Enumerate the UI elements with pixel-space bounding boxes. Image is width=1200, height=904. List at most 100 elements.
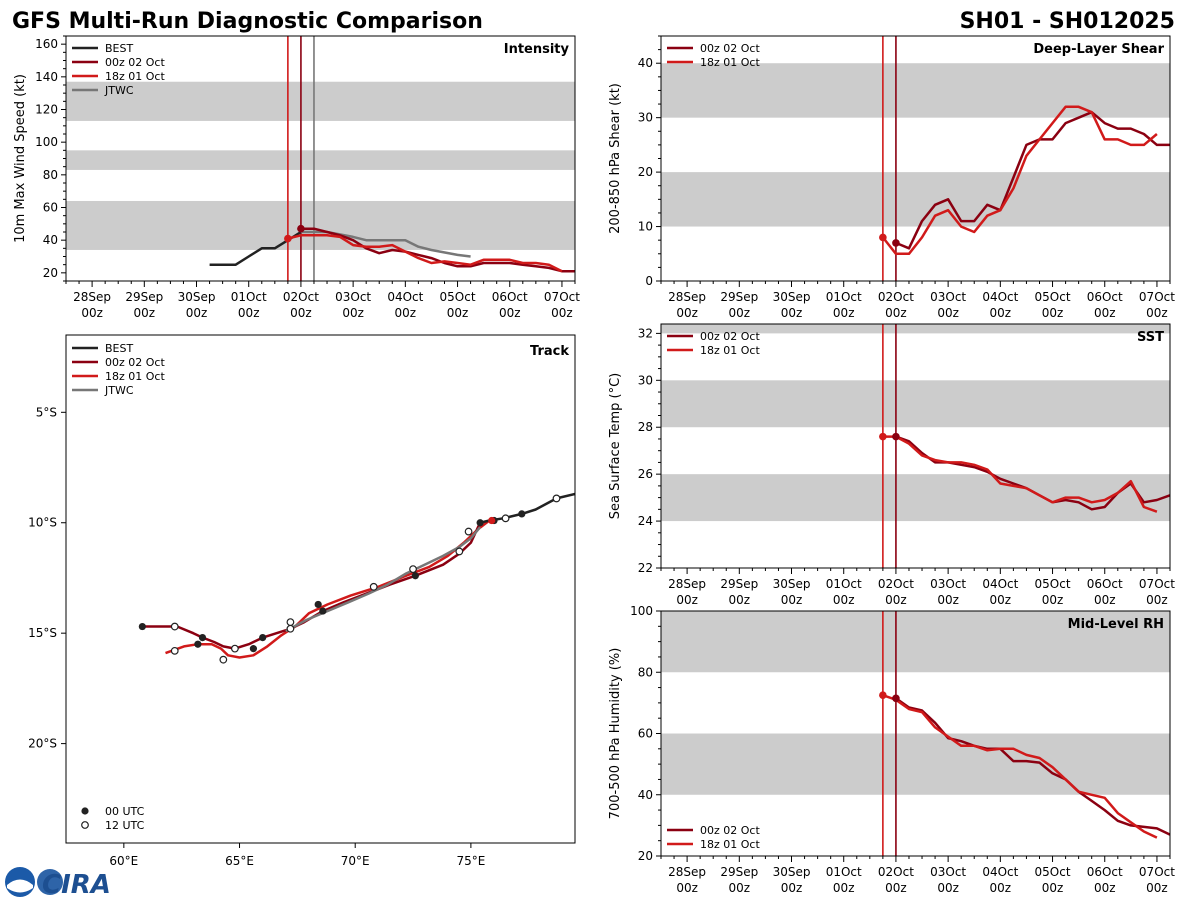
x-tick-label: 04Oct [982,290,1018,304]
series-line-run00z [895,110,1170,250]
y-tick-label: 60 [43,201,58,215]
x-tick-sublabel: 00z [1094,881,1116,895]
x-tick-label: 29Sep [125,290,163,304]
x-tick-label: 07Oct [1139,290,1175,304]
plots-layer: 28Sep 00z 29Sep 00z 30Sep 00z 01Oct 00z 02Oct 00z… [13,35,1175,895]
y-tick-label: 20 [638,165,653,179]
y-tick-label: 10 [638,220,653,234]
x-tick-label: 05Oct [1035,290,1071,304]
track-point-12utc [552,494,561,503]
track-point-00utc [411,572,419,580]
x-tick-label: 65°E [225,854,254,868]
track-point-12utc [464,527,473,536]
y-tick-label: 30 [638,111,653,125]
x-tick-sublabel: 00z [781,881,803,895]
track-point-12utc [369,582,378,591]
plot-frame [660,323,1171,569]
series-group [881,105,1170,256]
legend-label: BEST [105,42,133,55]
plot-frame [65,334,576,844]
x-tick-sublabel: 00z [937,881,959,895]
band-0 [661,474,1170,522]
y-tick-label: 24 [638,514,653,528]
x-tick-sublabel: 00z [781,306,803,320]
x-tick-sublabel: 00z [1042,306,1064,320]
x-tick-label: 01Oct [826,290,862,304]
x-tick-sublabel: 00z [885,593,907,607]
x-tick-sublabel: 00z [551,306,573,320]
x-tick-label: 02Oct [283,290,319,304]
x-tick-label: 28Sep [73,290,111,304]
x-tick-label: 07Oct [1139,577,1175,591]
legend-label: 00z 02 Oct [700,42,760,55]
map-background [66,335,575,843]
cira-logo: CIRA [5,867,111,900]
x-tick-label: 60°E [109,854,138,868]
start-marker-run00z [892,432,900,441]
y-axis-label: 10m Max Wind Speed (kt) [13,74,28,243]
start-marker-run00z [892,239,900,247]
x-tick-label: 04Oct [982,577,1018,591]
chart-rh: 28Sep 00z 29Sep 00z 30Sep 00z 01Oct 00z 02Oct 00z… [608,604,1175,895]
y-tick-label: 32 [638,326,653,340]
x-tick-sublabel: 00z [1146,881,1168,895]
x-tick-sublabel: 00z [729,881,751,895]
track-point-12utc [286,624,295,633]
x-tick-sublabel: 00z [290,306,312,320]
track-point-00utc [138,622,146,631]
x-tick-label: 28Sep [668,577,706,591]
track-start-18z [488,516,496,525]
x-tick-sublabel: 00z [499,306,521,320]
y-tick-label: 40 [638,788,653,802]
x-tick-label: 05Oct [1035,865,1071,879]
x-tick-sublabel: 00z [1146,306,1168,320]
x-tick-sublabel: 00z [937,306,959,320]
track-point-12utc [230,644,239,653]
y-tick-label: 26 [638,467,653,481]
band-1 [661,611,1170,673]
start-marker-run00z [297,224,305,233]
x-tick-label: 02Oct [878,290,914,304]
x-tick-sublabel: 00z [186,306,208,320]
y-tick-label: 22 [638,561,653,575]
legend-label: BEST [105,342,133,355]
x-tick-label: 06Oct [1087,290,1123,304]
x-tick-label: 07Oct [544,290,580,304]
x-tick-sublabel: 00z [447,306,469,320]
track-series-group [138,492,575,664]
legend-label: JTWC [104,384,134,397]
track-line-run00z [142,522,482,650]
y-tick-label: 10°S [28,516,57,530]
y-tick-label: 100 [630,604,653,618]
track-point-00utc [194,640,202,648]
panel-title: Intensity [504,42,570,57]
band-2 [661,324,1170,334]
start-marker-run18z [879,233,887,242]
y-tick-label: 0 [645,274,653,288]
chart-sst: 28Sep 00z 29Sep 00z 30Sep 00z 01Oct 00z 02Oct 00z… [608,323,1175,607]
track-point-00utc [518,510,526,518]
legend-marker-00utc [81,807,89,815]
y-tick-label: 80 [43,168,58,182]
x-tick-sublabel: 00z [990,881,1012,895]
legend-label: 18z 01 Oct [700,838,760,851]
x-tick-label: 01Oct [826,865,862,879]
series-line-run18z [882,694,1158,839]
x-tick-label: 06Oct [1087,865,1123,879]
y-tick-label: 40 [638,56,653,70]
track-point-00utc [249,645,258,653]
track-point-00utc [198,633,207,642]
series-line-run00z [300,227,575,273]
x-tick-label: 04Oct [982,865,1018,879]
x-tick-sublabel: 00z [781,593,803,607]
x-tick-sublabel: 00z [395,306,417,320]
band-2 [66,81,575,121]
track-point-12utc [455,547,464,556]
x-tick-sublabel: 00z [833,593,855,607]
x-tick-sublabel: 00z [676,306,698,320]
track-point-12utc [170,622,179,631]
track-point-00utc [259,633,267,642]
series-line-run18z [882,435,1158,513]
